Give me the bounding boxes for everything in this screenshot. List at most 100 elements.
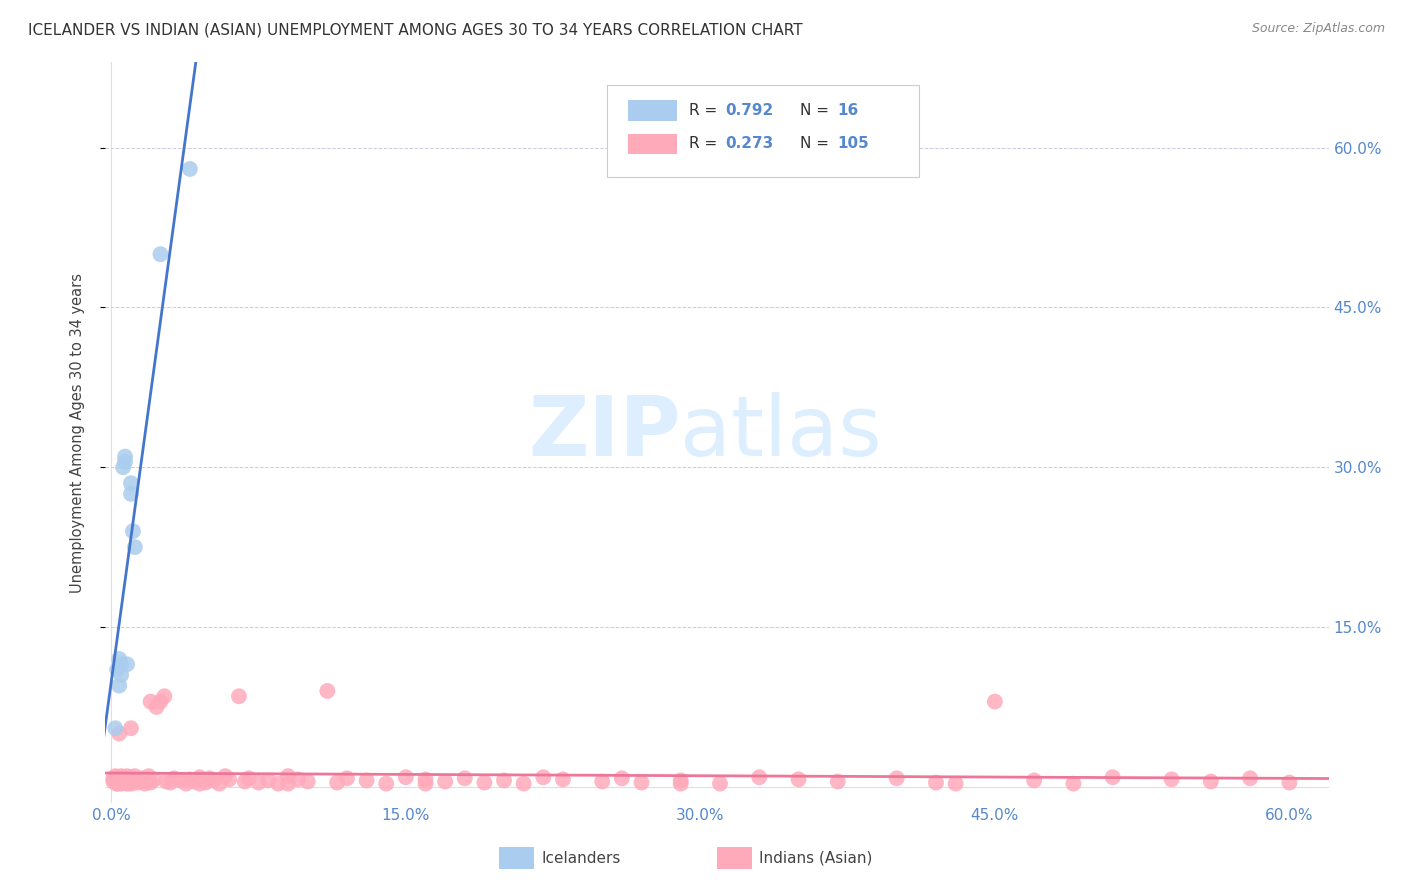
Point [179,161,201,176]
Text: Icelanders: Icelanders [541,851,620,865]
Point [105,777,128,791]
Point [208,777,231,791]
Point [1199,774,1222,789]
Point [886,772,908,786]
Point [114,450,136,464]
Point [114,455,136,469]
Point [129,774,152,789]
Point [145,700,167,714]
Point [1062,777,1084,791]
Point [108,726,131,740]
Point [194,775,217,789]
Point [247,775,270,789]
Point [454,772,477,786]
Point [153,690,176,704]
Point [188,770,211,784]
Point [105,777,128,791]
Point [336,772,359,786]
Point [1278,775,1301,789]
Point [118,775,141,789]
Point [103,774,125,789]
Point [120,487,142,501]
Point [108,772,131,786]
Point [124,540,146,554]
Text: ICELANDER VS INDIAN (ASIAN) UNEMPLOYMENT AMONG AGES 30 TO 34 YEARS CORRELATION C: ICELANDER VS INDIAN (ASIAN) UNEMPLOYMENT… [28,22,803,37]
Point [110,769,132,783]
Point [104,769,127,783]
Point [827,774,849,789]
Point [434,774,457,789]
Point [415,777,437,791]
Point [108,774,131,789]
Text: 0.792: 0.792 [725,103,773,118]
Point [228,690,250,704]
Point [149,695,172,709]
Point [110,773,132,788]
Point [115,657,138,672]
Point [316,684,339,698]
Point [326,775,349,789]
Point [218,772,240,787]
Point [214,769,236,783]
Point [492,773,515,788]
Text: N =: N = [800,136,830,152]
Point [415,772,437,787]
Text: 105: 105 [837,136,869,152]
Point [110,657,132,672]
Point [277,777,299,791]
Point [112,775,135,789]
Point [138,769,160,783]
Point [925,775,948,789]
Point [112,772,135,787]
Point [188,777,211,791]
Point [238,772,260,786]
Point [163,772,186,786]
Point [984,695,1007,709]
Text: R =: R = [689,136,723,152]
Point [143,772,166,787]
Point [115,769,138,783]
Point [787,772,810,787]
Text: 0.273: 0.273 [725,136,773,152]
Point [709,777,731,791]
Point [169,773,191,788]
Point [108,652,131,666]
Point [105,663,128,677]
Point [112,770,135,784]
Point [118,772,141,787]
Point [375,777,398,791]
FancyBboxPatch shape [627,134,676,154]
Point [134,777,156,791]
Point [108,679,131,693]
Point [183,774,205,789]
Point [149,247,172,261]
Point [748,770,770,784]
Point [257,773,280,788]
Point [114,774,136,789]
Text: 16: 16 [837,103,858,118]
Point [115,777,138,791]
Point [155,774,177,789]
Point [114,773,136,788]
Point [120,777,142,791]
Point [103,772,125,786]
Point [135,773,157,788]
Text: N =: N = [800,103,830,118]
Point [267,777,290,791]
Point [125,775,148,789]
Point [356,773,378,788]
Point [395,770,418,784]
Point [198,772,221,786]
Point [512,777,534,791]
Point [1101,770,1123,784]
Point [174,777,197,791]
Point [474,775,496,789]
Text: ZIP: ZIP [527,392,681,473]
Point [945,777,967,791]
Point [630,775,652,789]
Text: atlas: atlas [681,392,882,473]
Point [105,772,128,787]
Point [120,721,142,735]
Point [110,668,132,682]
Point [179,772,201,787]
